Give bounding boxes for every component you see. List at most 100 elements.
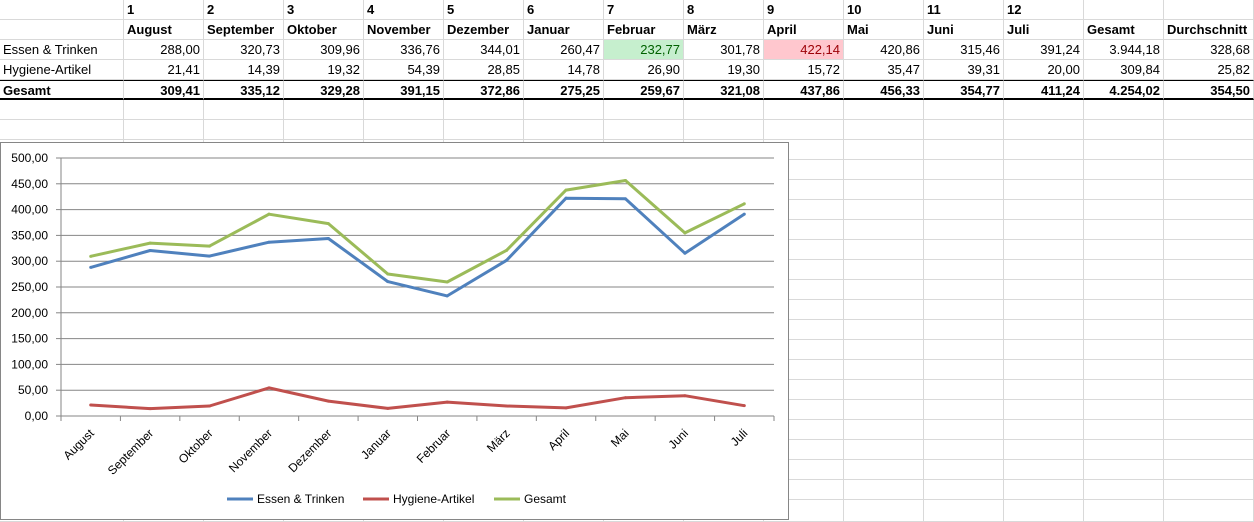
header-number-cell[interactable]: 2 [204,0,284,20]
column-header-cell[interactable]: Februar [604,20,684,40]
empty-cell[interactable] [764,180,844,200]
empty-cell[interactable] [1004,380,1084,400]
empty-cell[interactable] [1004,240,1084,260]
empty-cell[interactable] [1084,100,1164,120]
empty-cell[interactable] [1004,360,1084,380]
empty-cell[interactable] [1084,200,1164,220]
value-cell[interactable]: 336,76 [364,40,444,60]
empty-cell[interactable] [1004,400,1084,420]
value-cell[interactable]: 411,24 [1004,80,1084,100]
empty-cell[interactable] [844,120,924,140]
empty-cell[interactable] [1004,300,1084,320]
empty-cell[interactable] [1164,440,1254,460]
value-cell[interactable]: 329,28 [284,80,364,100]
value-cell[interactable]: 301,78 [684,40,764,60]
empty-cell[interactable] [284,100,364,120]
empty-cell[interactable] [844,320,924,340]
value-cell[interactable]: 309,96 [284,40,364,60]
column-header-cell[interactable]: Januar [524,20,604,40]
empty-cell[interactable] [444,100,524,120]
value-cell[interactable]: 26,90 [604,60,684,80]
value-cell[interactable]: 4.254,02 [1084,80,1164,100]
empty-cell[interactable] [1004,320,1084,340]
empty-cell[interactable] [1084,240,1164,260]
empty-cell[interactable] [1004,500,1084,522]
line-chart[interactable]: 0,00 50,00 100,00 150,00 200,00 250,00 300,00 3… [0,142,789,520]
empty-cell[interactable] [1164,420,1254,440]
empty-cell[interactable] [1084,120,1164,140]
empty-cell[interactable] [764,160,844,180]
empty-cell[interactable] [1164,460,1254,480]
value-cell[interactable]: 354,50 [1164,80,1254,100]
empty-cell[interactable] [844,220,924,240]
value-cell[interactable]: 437,86 [764,80,844,100]
empty-cell[interactable] [1084,280,1164,300]
header-number-cell[interactable]: 5 [444,0,524,20]
column-header-cell[interactable]: Mai [844,20,924,40]
empty-cell[interactable] [844,260,924,280]
empty-cell[interactable] [1164,120,1254,140]
empty-cell[interactable] [844,400,924,420]
column-header-cell[interactable]: Dezember [444,20,524,40]
value-cell[interactable]: 25,82 [1164,60,1254,80]
empty-cell[interactable] [1084,440,1164,460]
empty-cell[interactable] [1164,300,1254,320]
empty-cell[interactable] [924,420,1004,440]
empty-cell[interactable] [0,100,124,120]
empty-cell[interactable] [124,120,204,140]
empty-cell[interactable] [684,120,764,140]
empty-cell[interactable] [764,260,844,280]
column-header-cell[interactable]: August [124,20,204,40]
empty-cell[interactable] [1004,420,1084,440]
value-cell[interactable]: 39,31 [924,60,1004,80]
empty-cell[interactable] [764,440,844,460]
empty-cell[interactable] [1004,480,1084,500]
value-cell[interactable]: 288,00 [124,40,204,60]
empty-cell[interactable] [924,140,1004,160]
row-label-cell[interactable]: Essen & Trinken [0,40,124,60]
empty-cell[interactable] [1004,280,1084,300]
empty-cell[interactable] [524,120,604,140]
value-cell[interactable]: 259,67 [604,80,684,100]
empty-cell[interactable] [844,480,924,500]
empty-cell[interactable] [604,100,684,120]
empty-cell[interactable] [844,440,924,460]
empty-cell[interactable] [1004,340,1084,360]
value-cell[interactable]: 35,47 [844,60,924,80]
column-header-cell[interactable]: Oktober [284,20,364,40]
value-cell[interactable]: 335,12 [204,80,284,100]
header-number-cell[interactable]: 7 [604,0,684,20]
empty-cell[interactable] [284,120,364,140]
empty-cell[interactable] [764,480,844,500]
empty-cell[interactable] [1084,380,1164,400]
empty-cell[interactable] [844,300,924,320]
empty-cell[interactable] [0,120,124,140]
value-cell[interactable]: 260,47 [524,40,604,60]
column-header-cell[interactable]: Gesamt [1084,20,1164,40]
empty-cell[interactable] [924,280,1004,300]
empty-cell[interactable] [1164,320,1254,340]
value-cell[interactable]: 28,85 [444,60,524,80]
empty-cell[interactable] [924,160,1004,180]
row-label-cell[interactable]: Hygiene-Artikel [0,60,124,80]
empty-cell[interactable] [1164,100,1254,120]
empty-cell[interactable] [1004,200,1084,220]
empty-cell[interactable] [924,360,1004,380]
empty-cell[interactable] [924,220,1004,240]
empty-cell[interactable] [1164,260,1254,280]
empty-cell[interactable] [1164,480,1254,500]
empty-cell[interactable] [924,120,1004,140]
value-cell[interactable]: 21,41 [124,60,204,80]
row-label-cell[interactable]: Gesamt [0,80,124,100]
value-cell[interactable]: 354,77 [924,80,1004,100]
empty-cell[interactable] [364,120,444,140]
value-cell[interactable]: 309,84 [1084,60,1164,80]
value-cell[interactable]: 422,14 [764,40,844,60]
empty-cell[interactable] [924,340,1004,360]
column-header-cell[interactable]: Durchschnitt [1164,20,1254,40]
empty-cell[interactable] [844,380,924,400]
column-header-cell[interactable]: November [364,20,444,40]
empty-cell[interactable] [764,200,844,220]
empty-cell[interactable] [204,100,284,120]
value-cell[interactable]: 15,72 [764,60,844,80]
